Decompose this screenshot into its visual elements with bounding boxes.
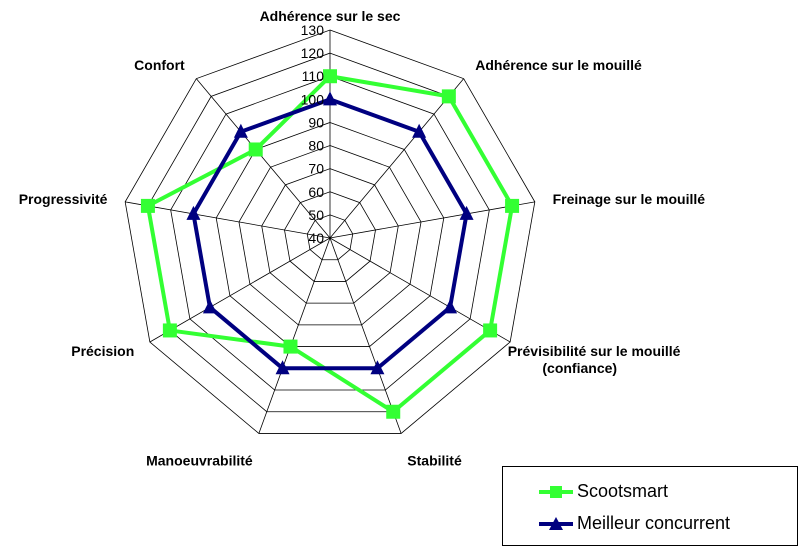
category-label-text: (confiance) xyxy=(542,360,617,376)
data-point-scootsmart xyxy=(283,339,298,354)
data-point-meilleur-concurrent xyxy=(412,123,427,138)
data-point-scootsmart xyxy=(441,89,456,104)
grid-ring-90 xyxy=(215,122,445,347)
tick-label: 70 xyxy=(308,161,324,177)
category-label-text: Adhérence sur le mouillé xyxy=(475,57,642,73)
grid-spoke xyxy=(195,78,331,239)
grid-ring-130 xyxy=(124,29,536,434)
data-point-scootsmart xyxy=(248,142,263,157)
category-label-2: Adhérence sur le mouillé xyxy=(475,57,642,73)
tick-label: 130 xyxy=(301,22,325,38)
legend-marker-scootsmart xyxy=(539,486,573,498)
category-label-7: Précision xyxy=(71,343,134,359)
radial-tick-labels: 40 50 60 70 80 90 100 110 120 130 xyxy=(301,22,325,246)
grid-spoke xyxy=(329,78,465,239)
grid-ring-70 xyxy=(261,168,399,304)
radar-series xyxy=(140,69,520,419)
category-label-text: Progressivité xyxy=(19,191,108,207)
data-point-meilleur-concurrent xyxy=(233,123,248,138)
category-label-4: Prévisibilité sur le mouillé(confiance) xyxy=(508,343,681,376)
legend-label-meilleur-concurrent: Meilleur concurrent xyxy=(577,513,731,533)
data-point-scootsmart xyxy=(386,404,401,419)
category-label-text: Confort xyxy=(134,57,185,73)
data-point-meilleur-concurrent xyxy=(370,360,385,375)
category-label-text: Manoeuvrabilité xyxy=(146,452,253,468)
data-point-meilleur-concurrent xyxy=(459,205,474,220)
tick-label: 100 xyxy=(301,91,325,107)
grid-ring-60 xyxy=(284,191,376,282)
data-point-meilleur-concurrent xyxy=(275,360,290,375)
category-labels: Adhérence sur le sec Adhérence sur le mou… xyxy=(19,8,706,468)
data-point-meilleur-concurrent xyxy=(202,299,217,314)
category-label-8: Progressivité xyxy=(19,191,108,207)
data-point-meilleur-concurrent xyxy=(323,91,337,106)
grid-ring-110 xyxy=(170,75,490,391)
tick-label: 50 xyxy=(308,207,324,223)
legend-marker-meilleur-concurrent xyxy=(539,517,573,530)
tick-label: 90 xyxy=(308,114,324,130)
grid-spoke xyxy=(258,237,331,434)
grid-spoke xyxy=(125,201,331,239)
category-label-1: Adhérence sur le sec xyxy=(260,8,401,24)
data-point-scootsmart xyxy=(323,69,337,84)
grid-spoke xyxy=(329,237,511,343)
data-point-scootsmart xyxy=(140,198,155,213)
grid-ring-50 xyxy=(306,214,354,261)
series-line-scootsmart xyxy=(145,74,515,414)
category-label-text: Adhérence sur le sec xyxy=(260,8,401,24)
tick-label: 120 xyxy=(301,45,325,61)
legend-item-scootsmart: Scootsmart xyxy=(503,477,797,507)
legend-item-meilleur-concurrent: Meilleur concurrent xyxy=(503,509,797,539)
legend-label-scootsmart: Scootsmart xyxy=(577,481,669,501)
data-point-meilleur-concurrent xyxy=(443,299,458,314)
data-point-meilleur-concurrent xyxy=(186,205,201,220)
grid-spoke xyxy=(329,237,402,434)
category-label-text: Précision xyxy=(71,343,134,359)
category-label-text: Prévisibilité sur le mouillé xyxy=(508,343,681,359)
category-label-text: Freinage sur le mouillé xyxy=(553,191,706,207)
data-point-scootsmart xyxy=(483,323,498,338)
category-label-text: Stabilité xyxy=(407,452,462,468)
category-label-6: Manoeuvrabilité xyxy=(146,452,253,468)
tick-label: 80 xyxy=(308,138,324,154)
legend: Scootsmart Meilleur concurrent xyxy=(502,466,798,546)
grid-spoke xyxy=(149,237,331,343)
tick-label: 110 xyxy=(302,68,325,84)
category-label-9: Confort xyxy=(134,57,185,73)
category-label-3: Freinage sur le mouillé xyxy=(553,191,706,207)
data-point-scootsmart xyxy=(505,198,520,213)
tick-label: 60 xyxy=(308,184,324,200)
grid-spoke xyxy=(329,201,535,239)
category-label-5: Stabilité xyxy=(407,452,462,468)
grid-ring-80 xyxy=(238,145,422,326)
series-line-meilleur-concurrent xyxy=(191,97,469,371)
tick-label: 40 xyxy=(308,230,324,246)
data-point-scootsmart xyxy=(162,323,177,338)
